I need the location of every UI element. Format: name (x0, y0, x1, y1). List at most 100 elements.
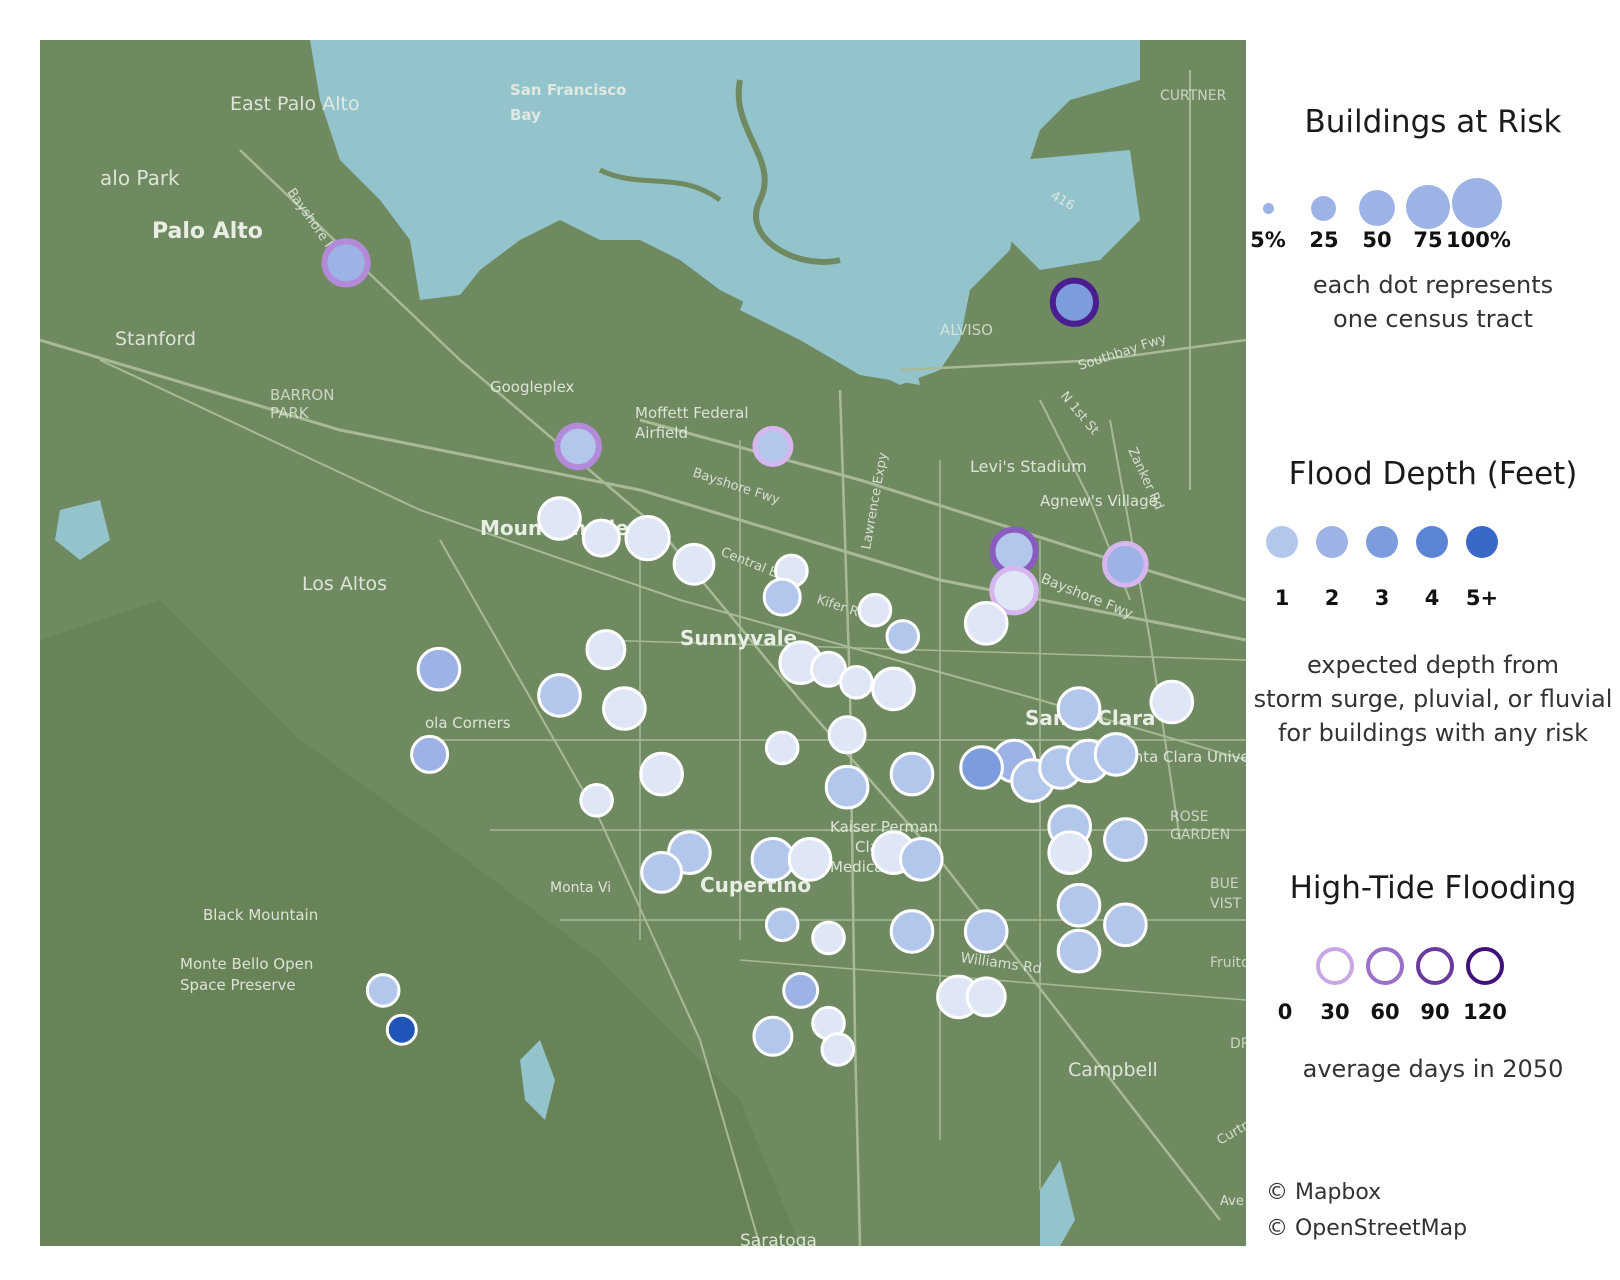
tract-dot[interactable] (963, 909, 1009, 954)
note-line: one census tract (1333, 305, 1533, 333)
tract-dot[interactable] (839, 665, 874, 700)
bay-water (310, 40, 1140, 385)
place-label: Levi's Stadium (970, 457, 1087, 476)
place-label: Bay (510, 106, 541, 124)
place-label: Monte Bello Open (180, 955, 313, 973)
tide-label: 30 (1320, 1000, 1350, 1024)
tract-dot[interactable] (899, 837, 944, 882)
tract-dot[interactable] (752, 425, 794, 467)
depth-label: 2 (1324, 586, 1340, 610)
tract-dot[interactable] (963, 601, 1009, 646)
tract-dot[interactable] (857, 592, 893, 628)
tract-dot[interactable] (959, 745, 1004, 790)
depth-legend-note: expected depth from storm surge, pluvial… (1246, 648, 1620, 750)
depth-swatch-1 (1266, 526, 1298, 558)
reservoir (55, 500, 110, 560)
tract-dot[interactable] (1056, 686, 1102, 731)
tide-swatch-120 (1466, 947, 1504, 985)
tract-dot[interactable] (989, 565, 1039, 616)
tract-dot[interactable] (1093, 732, 1139, 777)
tract-dots[interactable] (321, 238, 1195, 1067)
place-label: GARDEN (1170, 827, 1230, 843)
tract-dot[interactable] (537, 673, 582, 718)
tract-dot[interactable] (624, 515, 671, 562)
map-canvas[interactable]: San Francisco Bay East Palo Alto alo Park Pa… (40, 40, 1246, 1246)
osm-credit[interactable]: © OpenStreetMap (1266, 1216, 1468, 1241)
place-label: Googleplex (490, 378, 575, 396)
note-line: expected depth from (1306, 651, 1560, 679)
tract-dot[interactable] (1102, 541, 1149, 588)
depth-label: 5+ (1465, 586, 1499, 610)
tide-label: 60 (1370, 1000, 1400, 1024)
tract-dot[interactable] (639, 751, 684, 797)
place-label: Santa Clara University (1115, 748, 1246, 766)
tract-dot[interactable] (410, 734, 450, 774)
legend-panel: Buildings at Risk 5% 25 50 75 100% each … (1246, 0, 1620, 1280)
tide-legend-note: average days in 2050 (1302, 1055, 1564, 1083)
depth-swatch-4 (1416, 526, 1448, 558)
tract-dot[interactable] (640, 851, 683, 894)
tract-dot[interactable] (871, 666, 916, 712)
note-line: for buildings with any risk (1277, 719, 1589, 747)
tide-label: 120 (1463, 1000, 1507, 1024)
tract-dot[interactable] (585, 629, 627, 671)
size-swatch-25 (1311, 196, 1336, 221)
tract-dot[interactable] (889, 751, 935, 797)
place-label: Palo Alto (152, 219, 263, 244)
place-label: Los Altos (302, 573, 387, 595)
tract-dot[interactable] (764, 730, 800, 766)
tract-dot[interactable] (965, 976, 1007, 1018)
tract-dot[interactable] (416, 646, 462, 692)
note-line: each dot represents (1312, 271, 1554, 299)
place-label: ROSE (1170, 809, 1208, 825)
size-label: 100% (1446, 228, 1511, 252)
tract-dot[interactable] (365, 973, 401, 1008)
place-label: Fruitd (1210, 955, 1246, 971)
tract-dot[interactable] (750, 837, 796, 882)
place-label: San Francisco (510, 81, 626, 99)
tract-dot[interactable] (1149, 679, 1195, 725)
size-label: 5% (1250, 228, 1286, 252)
tract-dot[interactable] (752, 1015, 794, 1057)
tract-dot[interactable] (827, 715, 867, 755)
tract-dot[interactable] (581, 518, 621, 558)
place-label: alo Park (100, 166, 180, 190)
place-label: CURTNER (1160, 88, 1227, 104)
tract-dot[interactable] (782, 971, 820, 1009)
tract-dot[interactable] (321, 238, 371, 288)
tract-dot[interactable] (579, 783, 614, 818)
place-label: BARRON (270, 386, 334, 404)
tract-dot[interactable] (672, 542, 716, 586)
size-legend-title: Buildings at Risk (1304, 104, 1562, 140)
size-swatch-5 (1263, 203, 1274, 214)
tract-dot[interactable] (1056, 882, 1102, 928)
tract-dot[interactable] (762, 577, 802, 617)
tract-dot[interactable] (1056, 928, 1102, 974)
tract-dot[interactable] (1049, 277, 1100, 327)
place-label: East Palo Alto (230, 93, 360, 115)
tract-dot[interactable] (811, 920, 846, 956)
mapbox-credit[interactable]: © Mapbox (1266, 1180, 1382, 1205)
tract-dot[interactable] (385, 1013, 418, 1046)
tract-dot[interactable] (885, 619, 921, 654)
depth-label: 3 (1374, 586, 1390, 610)
tract-dot[interactable] (554, 422, 602, 471)
tract-dot[interactable] (1047, 830, 1092, 876)
tract-dot[interactable] (602, 686, 647, 731)
flood-risk-map[interactable]: San Francisco Bay East Palo Alto alo Park Pa… (40, 40, 1246, 1246)
note-line: storm surge, pluvial, or fluvial (1253, 685, 1613, 713)
tract-dot[interactable] (824, 764, 870, 810)
tract-dot[interactable] (787, 837, 833, 882)
place-label: Airfield (635, 424, 688, 442)
place-label: Saratoga (740, 1231, 817, 1246)
tract-dot[interactable] (889, 909, 935, 954)
size-swatch-50 (1359, 190, 1395, 226)
slough-channel (735, 79, 841, 265)
slough-channel-2 (598, 167, 722, 203)
tract-dot[interactable] (1103, 817, 1148, 862)
tract-dot[interactable] (1103, 902, 1148, 948)
place-label: PARK (270, 404, 310, 422)
tract-dot[interactable] (820, 1032, 856, 1067)
tract-dot[interactable] (537, 496, 582, 541)
tract-dot[interactable] (764, 907, 800, 943)
